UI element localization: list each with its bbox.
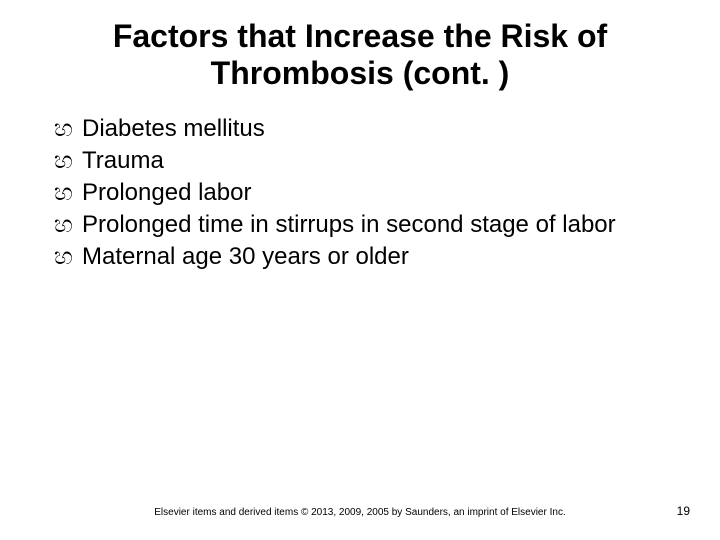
bullet-icon: හ xyxy=(54,146,82,176)
footer-copyright: Elsevier items and derived items © 2013,… xyxy=(0,507,720,518)
bullet-text: Prolonged labor xyxy=(82,178,680,208)
bullet-list: හ Diabetes mellitus හ Trauma හ Prolonged… xyxy=(40,114,680,272)
bullet-icon: හ xyxy=(54,178,82,208)
list-item: හ Prolonged time in stirrups in second s… xyxy=(54,210,680,240)
page-number: 19 xyxy=(677,504,690,518)
slide: Factors that Increase the Risk of Thromb… xyxy=(0,0,720,540)
slide-title: Factors that Increase the Risk of Thromb… xyxy=(40,18,680,92)
bullet-icon: හ xyxy=(54,210,82,240)
bullet-icon: හ xyxy=(54,242,82,272)
list-item: හ Diabetes mellitus xyxy=(54,114,680,144)
bullet-text: Diabetes mellitus xyxy=(82,114,680,144)
list-item: හ Prolonged labor xyxy=(54,178,680,208)
list-item: හ Maternal age 30 years or older xyxy=(54,242,680,272)
bullet-text: Maternal age 30 years or older xyxy=(82,242,680,272)
bullet-text: Prolonged time in stirrups in second sta… xyxy=(82,210,680,240)
list-item: හ Trauma xyxy=(54,146,680,176)
bullet-text: Trauma xyxy=(82,146,680,176)
bullet-icon: හ xyxy=(54,114,82,144)
